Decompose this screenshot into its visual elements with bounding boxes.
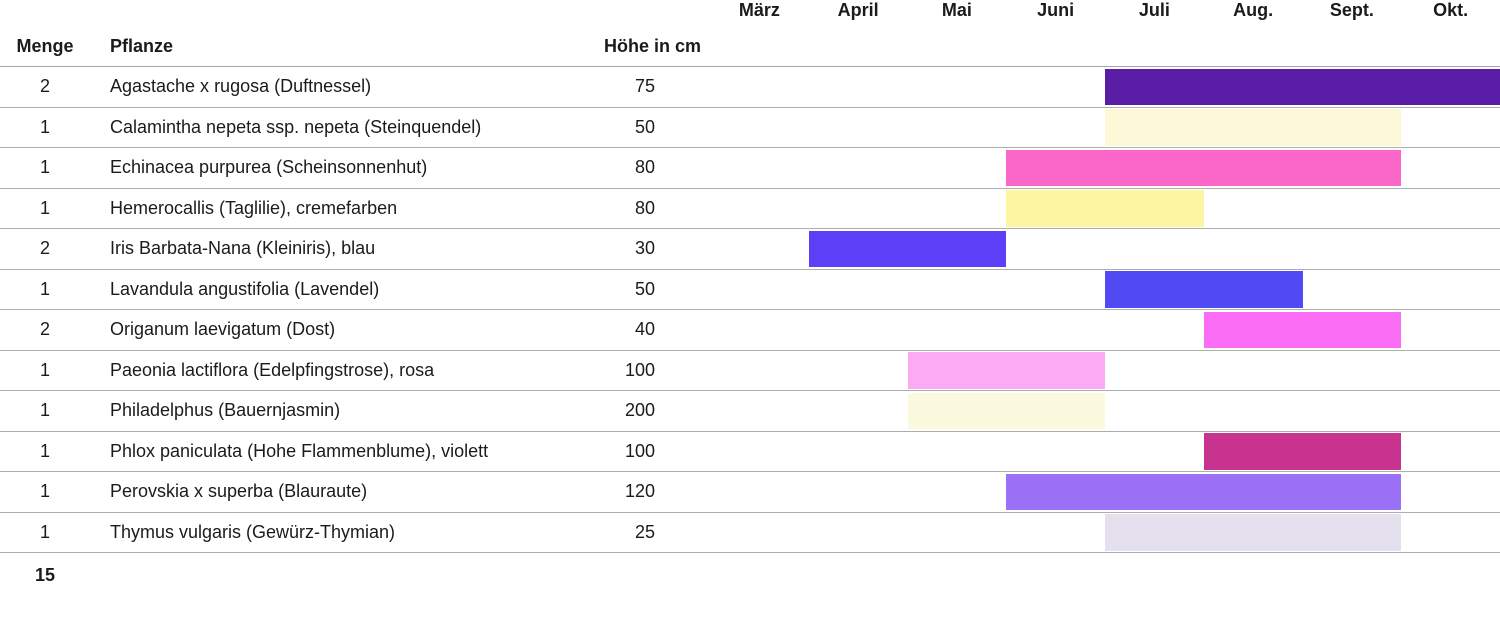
column-header-hoehe: Höhe in cm [603,36,701,56]
bloom-plot-area [710,391,1500,431]
cell-menge: 1 [39,157,50,178]
cell-menge: 2 [39,319,50,340]
bloom-period-bar [1105,68,1500,105]
bloom-plot-area [710,148,1500,188]
column-header-month-1: März [738,0,780,20]
table-header-row: Menge Pflanze Höhe in cm März April Mai Jun… [0,0,1500,67]
cell-pflanze: Calamintha nepeta ssp. nepeta (Steinquen… [110,116,482,137]
cell-hoehe: 200 [624,400,655,421]
cell-hoehe: 50 [634,116,655,137]
bloom-plot-area [710,189,1500,229]
bloom-period-bar [1105,109,1402,146]
bloom-period-bar [1006,190,1204,227]
cell-menge: 1 [39,481,50,502]
cell-pflanze: Perovskia x superba (Blauraute) [110,481,368,502]
bloom-period-bar [1105,514,1402,551]
table-row: 1 Paeonia lactiflora (Edelpfingstrose), r… [0,351,1500,391]
column-header-month-5: Juli [1138,0,1170,20]
bloom-plot-area [710,513,1500,553]
bloom-period-bar [1105,271,1303,308]
total-row: 15 [0,553,1500,597]
bloom-plot-area [710,472,1500,512]
column-header-menge: Menge [16,36,74,56]
cell-hoehe: 50 [634,278,655,299]
cell-menge: 1 [39,400,50,421]
table-row: 2 Origanum laevigatum (Dost) 40 [0,310,1500,351]
bloom-period-bar [1006,473,1402,510]
table-row: 1 Philadelphus (Bauernjasmin) 200 [0,391,1500,432]
bloom-plot-area [710,351,1500,391]
cell-pflanze: Echinacea purpurea (Scheinsonnenhut) [110,157,428,178]
cell-hoehe: 40 [634,319,655,340]
cell-pflanze: Lavandula angustifolia (Lavendel) [110,278,380,299]
cell-menge: 2 [39,76,50,97]
bloom-plot-area [710,270,1500,310]
bloom-plot-area [710,108,1500,148]
cell-menge: 1 [39,440,50,461]
column-header-month-3: Mai [941,0,972,20]
cell-hoehe: 25 [634,521,655,542]
table-row: 1 Hemerocallis (Taglilie), cremefarben 80 [0,189,1500,229]
cell-menge: 1 [39,278,50,299]
bloom-period-bar [1006,149,1402,186]
bloom-period-bar [808,230,1007,267]
table-row: 1 Lavandula angustifolia (Lavendel) 50 [0,270,1500,310]
cell-hoehe: 75 [634,76,655,97]
column-header-month-6: Aug. [1233,0,1274,20]
column-header-month-4: Juni [1037,0,1075,20]
bloom-period-bar [907,352,1105,389]
table-row: 1 Phlox paniculata (Hohe Flammenblume), v… [0,432,1500,472]
bloom-period-bar [1203,311,1402,348]
table-row: 1 Echinacea purpurea (Scheinsonnenhut) 80 [0,148,1500,189]
bloom-period-bar [907,392,1105,429]
cell-pflanze: Phlox paniculata (Hohe Flammenblume), vi… [110,440,489,461]
column-header-pflanze: Pflanze [110,36,174,56]
cell-menge: 1 [39,359,50,380]
table-row: 2 Agastache x rugosa (Duftnessel) 75 [0,67,1500,108]
cell-hoehe: 30 [634,238,655,259]
cell-hoehe: 80 [634,157,655,178]
cell-hoehe: 80 [634,197,655,218]
column-header-month-7: Sept. [1329,0,1374,20]
bloom-plot-area [710,67,1500,107]
cell-menge: 1 [39,116,50,137]
month-header-group: März April Mai Juni Juli Aug. Sept. Okt. [710,0,1500,57]
table-row: 1 Perovskia x superba (Blauraute) 120 [0,472,1500,513]
cell-pflanze: Philadelphus (Bauernjasmin) [110,400,341,421]
cell-pflanze: Origanum laevigatum (Dost) [110,319,336,340]
cell-pflanze: Paeonia lactiflora (Edelpfingstrose), ro… [110,359,435,380]
cell-pflanze: Hemerocallis (Taglilie), cremefarben [110,197,398,218]
bloom-plot-area [710,229,1500,269]
column-header-month-8: Okt. [1433,0,1469,20]
cell-menge: 1 [39,521,50,542]
table-row: 1 Calamintha nepeta ssp. nepeta (Steinque… [0,108,1500,148]
table-row: 1 Thymus vulgaris (Gewürz-Thymian) 25 [0,513,1500,553]
cell-hoehe: 100 [624,359,655,380]
table-row: 2 Iris Barbata-Nana (Kleiniris), blau 30 [0,229,1500,270]
cell-pflanze: Agastache x rugosa (Duftnessel) [110,76,372,97]
column-header-month-2: April [837,0,879,20]
cell-pflanze: Thymus vulgaris (Gewürz-Thymian) [110,521,396,542]
bloom-plot-area [710,432,1500,472]
bloom-period-bar [1203,433,1402,470]
total-menge-value: 15 [34,564,56,585]
table-body: 2 Agastache x rugosa (Duftnessel) 75 1 Calam… [0,67,1500,553]
cell-hoehe: 100 [624,440,655,461]
cell-menge: 2 [39,238,50,259]
cell-pflanze: Iris Barbata-Nana (Kleiniris), blau [110,238,376,259]
bloom-plot-area [710,310,1500,350]
cell-hoehe: 120 [624,481,655,502]
cell-menge: 1 [39,197,50,218]
